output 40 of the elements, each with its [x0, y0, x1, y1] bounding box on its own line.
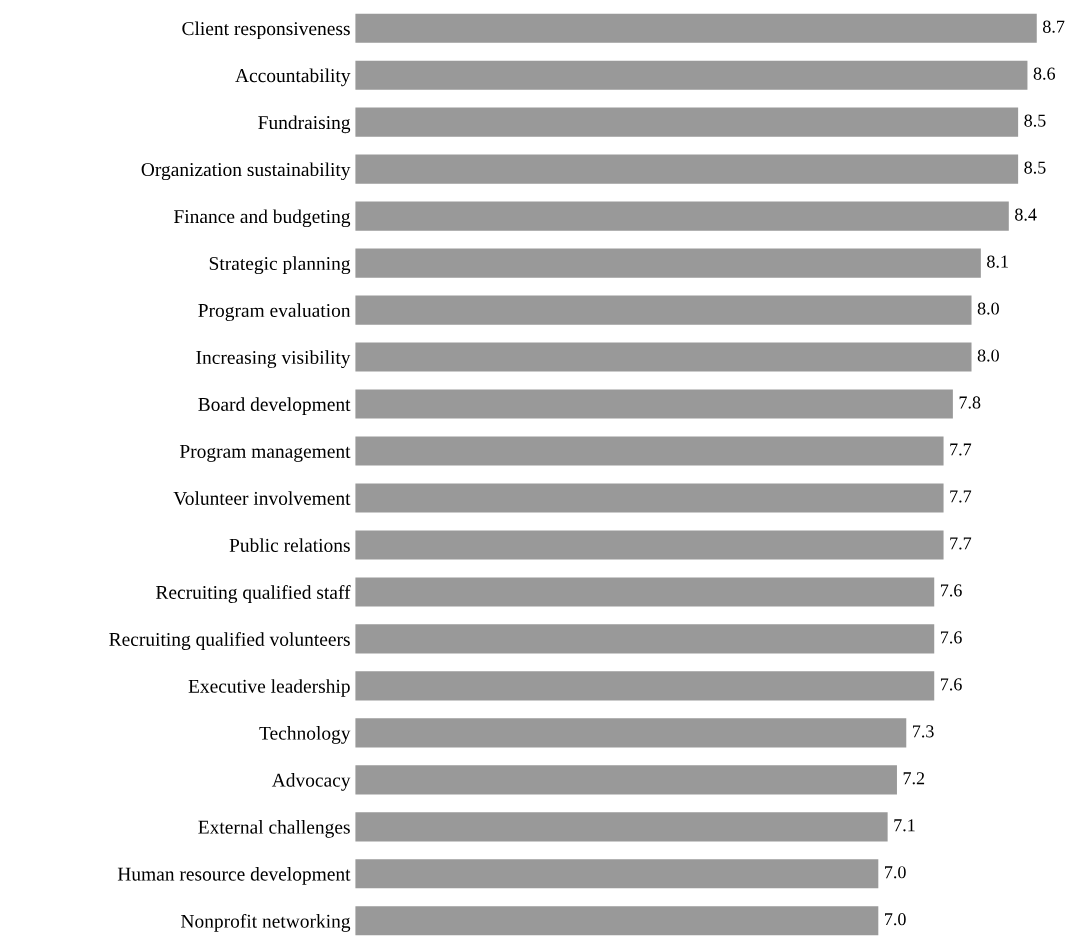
data-label: 7.0 [885, 866, 906, 879]
data-label: 7.6 [940, 631, 962, 644]
y-tick-label: Program management [179, 445, 351, 462]
data-label: 7.7 [950, 490, 972, 503]
data-label: 8.4 [1015, 208, 1037, 221]
y-tick-label: Public relations [229, 538, 350, 552]
data-label: 7.7 [950, 537, 972, 550]
data-label: 8.0 [977, 349, 999, 362]
y-tick-label: Advocacy [271, 773, 351, 791]
data-label: 7.6 [940, 584, 962, 597]
data-label: 7.6 [940, 678, 962, 691]
data-label: 7.3 [913, 725, 934, 738]
data-label: 8.0 [977, 302, 999, 315]
y-tick-label: Program evaluation [198, 303, 351, 322]
y-tick-label: Accountability [235, 68, 351, 87]
y-tick-label: External challenges [198, 820, 350, 838]
y-tick-label: Finance and budgeting [173, 209, 351, 228]
data-label: 8.1 [987, 255, 1008, 268]
y-tick-label: Human resource development [117, 867, 351, 885]
data-label: 7.1 [894, 819, 915, 832]
y-tick-label: Client responsiveness [182, 21, 350, 40]
y-tick-label: Nonprofit networking [181, 913, 351, 932]
y-tick-label: Board development [198, 397, 351, 415]
y-tick-label: Volunteer involvement [173, 491, 351, 506]
y-tick-label: Fundraising [258, 115, 351, 134]
data-label: 8.6 [1033, 67, 1056, 80]
y-tick-label: Strategic planning [209, 256, 351, 275]
y-tick-label: Organization sustainability [141, 162, 351, 181]
data-label: 7.7 [950, 443, 972, 456]
data-label: 7.2 [903, 772, 925, 785]
y-tick-label: Executive leadership [188, 679, 350, 697]
data-label: 8.5 [1024, 161, 1046, 174]
y-tick-label: Increasing visibility [196, 350, 351, 368]
data-label: 8.7 [1043, 20, 1065, 33]
data-label: 7.0 [885, 913, 906, 926]
y-tick-label: Recruiting qualified staff [155, 585, 351, 603]
data-label: 7.8 [959, 396, 981, 409]
data-label: 8.5 [1024, 114, 1046, 127]
y-tick-label: Recruiting qualified volunteers [109, 632, 350, 650]
y-tick-label: Technology [259, 726, 351, 744]
